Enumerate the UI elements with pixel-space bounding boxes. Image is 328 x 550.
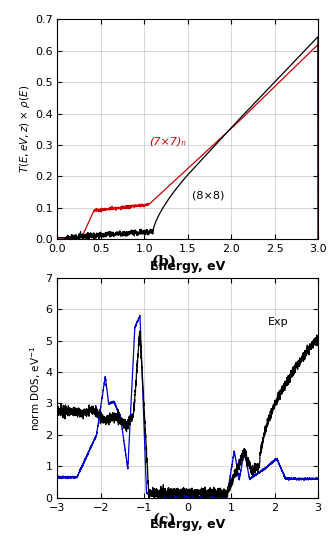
Text: (8×8): (8×8): [192, 190, 224, 200]
Y-axis label: $T(E,eV,z)$ × $\rho(E)$: $T(E,eV,z)$ × $\rho(E)$: [18, 85, 32, 173]
X-axis label: Energy, eV: Energy, eV: [150, 518, 225, 531]
Text: Exp: Exp: [268, 317, 289, 327]
Text: (c): (c): [152, 513, 176, 527]
Text: (7×7)ₙ: (7×7)ₙ: [149, 137, 186, 147]
Text: (b): (b): [152, 254, 176, 268]
Y-axis label: norm DOS, eV$^{-1}$: norm DOS, eV$^{-1}$: [28, 345, 43, 431]
X-axis label: Energy, eV: Energy, eV: [150, 260, 225, 273]
